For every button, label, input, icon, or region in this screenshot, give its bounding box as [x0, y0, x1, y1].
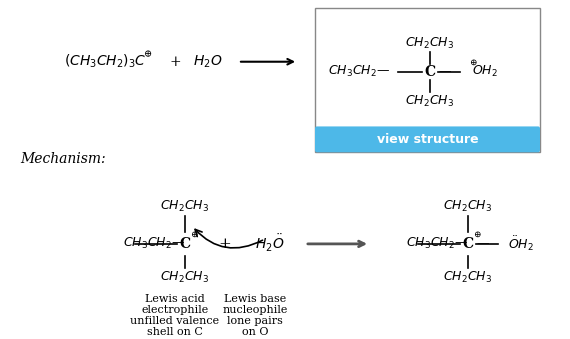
FancyBboxPatch shape: [315, 8, 540, 152]
Text: $CH_3CH_2$—: $CH_3CH_2$—: [406, 236, 468, 252]
Text: view structure: view structure: [377, 133, 478, 146]
Text: $CH_3CH_2$—: $CH_3CH_2$—: [328, 64, 390, 79]
Text: $CH_2CH_3$: $CH_2CH_3$: [443, 199, 492, 214]
Text: ⊕: ⊕: [473, 230, 481, 238]
Text: —: —: [476, 237, 488, 251]
Text: ⊕: ⊕: [144, 50, 152, 59]
Text: —: —: [438, 65, 450, 78]
Text: Lewis base: Lewis base: [224, 294, 286, 304]
Text: $H_2O$: $H_2O$: [193, 54, 223, 70]
Text: $H_2\ddot{O}$: $H_2\ddot{O}$: [255, 233, 284, 255]
Text: $CH_2CH_3$: $CH_2CH_3$: [443, 270, 492, 285]
Text: $CH_2CH_3$: $CH_2CH_3$: [161, 199, 210, 214]
Text: lone pairs: lone pairs: [227, 316, 283, 325]
Text: Lewis acid: Lewis acid: [145, 294, 205, 304]
Text: ⊕: ⊕: [469, 58, 477, 67]
Text: $CH_2CH_3$: $CH_2CH_3$: [161, 270, 210, 285]
Text: $CH_2CH_3$: $CH_2CH_3$: [405, 94, 454, 109]
Text: C: C: [180, 237, 190, 251]
Text: +: +: [219, 237, 231, 251]
Text: +: +: [169, 55, 181, 69]
Text: unfilled valence: unfilled valence: [131, 316, 219, 325]
FancyArrowPatch shape: [195, 230, 263, 248]
Text: electrophile: electrophile: [141, 305, 209, 315]
FancyBboxPatch shape: [315, 126, 540, 152]
Text: $OH_2$: $OH_2$: [472, 64, 498, 79]
Text: C: C: [425, 65, 435, 79]
Text: $\ddot{O}H_2$: $\ddot{O}H_2$: [508, 235, 534, 253]
Text: $CH_3CH_2$—: $CH_3CH_2$—: [123, 236, 185, 252]
Text: Mechanism:: Mechanism:: [20, 152, 105, 166]
Text: C: C: [462, 237, 474, 251]
Text: $CH_2CH_3$: $CH_2CH_3$: [405, 36, 454, 51]
Text: ⊕: ⊕: [190, 230, 198, 238]
Text: shell on C: shell on C: [147, 326, 203, 337]
Text: nucleophile: nucleophile: [222, 305, 288, 315]
Text: $(CH_3CH_2)_3C$: $(CH_3CH_2)_3C$: [64, 53, 146, 71]
Text: on O: on O: [242, 326, 268, 337]
